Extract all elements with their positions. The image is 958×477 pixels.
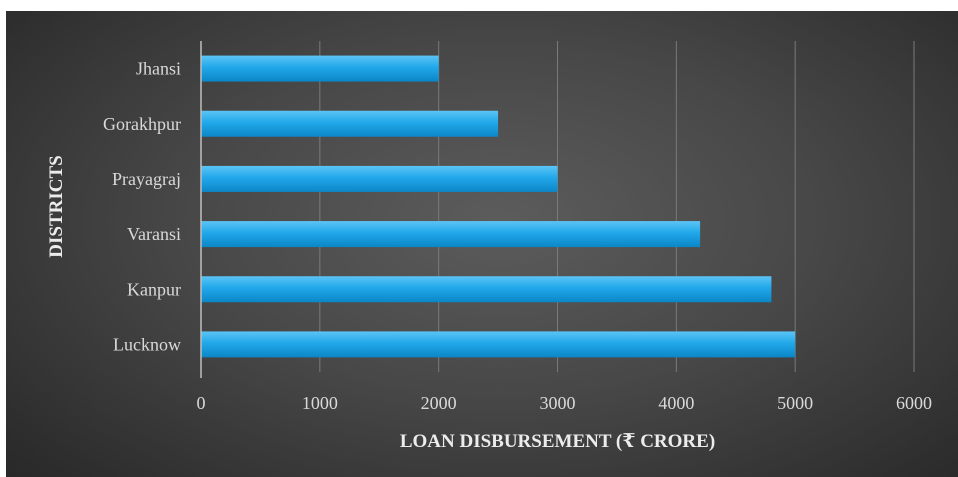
x-tick-label-6000: 6000 [896,393,932,413]
x-tick-label-0: 0 [197,393,206,413]
bar-varansi [201,221,701,248]
gridlines [319,41,915,372]
x-tick-label-1000: 1000 [302,393,338,413]
chart-area: 0 1000 2000 3000 4000 5000 6000 Lucknow Kanpur Va… [6,11,958,477]
y-tick-label-gorakhpur: Gorakhpur [103,114,181,134]
bar-jhansi [201,55,439,82]
y-tick-label-varansi: Varansi [127,224,181,244]
x-tick-label-2000: 2000 [421,393,457,413]
x-tick-label-5000: 5000 [777,393,813,413]
bar-chart: 0 1000 2000 3000 4000 5000 6000 Lucknow Kanpur Va… [46,41,932,452]
y-tick-label-kanpur: Kanpur [127,279,181,299]
y-tick-label-jhansi: Jhansi [136,59,181,79]
tick-labels: 0 1000 2000 3000 4000 5000 6000 Lucknow Kanpur Va… [103,59,932,413]
x-axis-title: LOAN DISBURSEMENT (₹ CRORE) [400,431,715,452]
x-tick-label-4000: 4000 [658,393,694,413]
y-tick-label-prayagraj: Prayagraj [112,169,181,189]
bar-kanpur [201,276,772,303]
bars [201,55,796,358]
bar-prayagraj [201,165,558,192]
x-tick-label-3000: 3000 [540,393,576,413]
bar-gorakhpur [201,110,499,137]
bar-lucknow [201,331,796,358]
y-tick-label-lucknow: Lucknow [113,334,181,354]
y-axis-title: DISTRICTS [46,155,67,257]
